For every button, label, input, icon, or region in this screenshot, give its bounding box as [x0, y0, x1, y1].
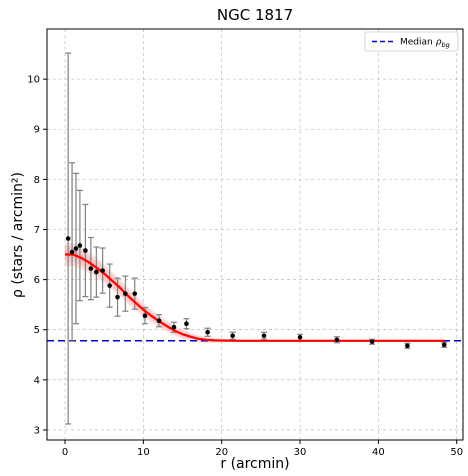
- data-point: [334, 337, 340, 343]
- x-tick-label: 50: [450, 447, 463, 458]
- data-point: [142, 313, 148, 318]
- y-tick-label: 9: [34, 125, 40, 136]
- x-axis-label: r (arcmin): [220, 456, 289, 472]
- y-tick-label: 5: [34, 325, 40, 336]
- data-point: [230, 333, 235, 339]
- data-point: [94, 269, 99, 275]
- data-point: [405, 343, 410, 349]
- x-tick-label: 40: [372, 447, 385, 458]
- data-point: [88, 266, 94, 271]
- data-point: [156, 318, 162, 324]
- y-tick-label: 4: [34, 375, 40, 386]
- data-point: [65, 236, 71, 241]
- y-tick-label: 8: [34, 175, 40, 186]
- x-tick-label: 0: [62, 447, 68, 458]
- legend-label-word: Median: [400, 38, 433, 48]
- fit-uncertainty-band: [65, 242, 445, 343]
- legend-label-math: ρ: [436, 38, 442, 48]
- data-point: [83, 248, 88, 253]
- legend-box: [364, 31, 459, 52]
- plot-frame: [46, 28, 464, 441]
- y-tick-label: 7: [34, 225, 40, 236]
- grid: [47, 29, 463, 440]
- data-point: [100, 268, 105, 273]
- data-point: [115, 294, 120, 300]
- x-tick-label: 30: [294, 447, 307, 458]
- fit-curve: [65, 253, 445, 342]
- data-point: [297, 334, 303, 340]
- chart-title: NGC 1817: [217, 6, 293, 24]
- data-point: [369, 339, 375, 345]
- y-axis-label: ρ (stars / arcmin²): [10, 172, 26, 298]
- legend-label-subscript: bg: [441, 41, 449, 49]
- fit-band-layer: [65, 242, 445, 343]
- data-point: [171, 324, 177, 330]
- data-point: [441, 342, 447, 348]
- y-tick-label: 6: [34, 275, 40, 286]
- legend: Median ρbg: [364, 31, 459, 52]
- data-point: [107, 283, 112, 288]
- x-tick-label: 20: [215, 447, 228, 458]
- data-point: [77, 243, 83, 248]
- data-point: [205, 329, 210, 335]
- data-point: [132, 291, 138, 296]
- data-points: [65, 236, 447, 349]
- data-point: [69, 249, 75, 255]
- fit-band-layer: [65, 246, 445, 342]
- y-tick-label: 3: [34, 425, 40, 436]
- x-tick-label: 10: [137, 447, 150, 458]
- data-point: [123, 291, 128, 296]
- y-axis-ticks: 3 4 5 6 7 8 9 10: [27, 75, 47, 436]
- data-point: [261, 333, 267, 339]
- data-point: [73, 246, 79, 251]
- x-axis-ticks: 0 10 20 30 40 50: [62, 440, 463, 458]
- y-tick-label: 10: [27, 75, 40, 86]
- data-point: [184, 321, 189, 327]
- legend-label: Median ρbg: [400, 38, 450, 50]
